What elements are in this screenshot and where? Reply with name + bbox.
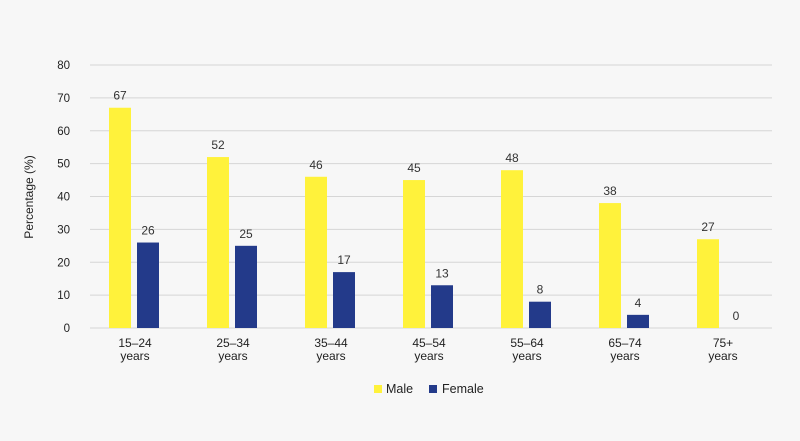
- legend: Male Female: [374, 382, 484, 396]
- bar-female: [333, 272, 355, 328]
- bar-female: [431, 285, 453, 328]
- x-tick-label-line: 35–44: [314, 336, 348, 350]
- y-tick-label: 10: [57, 290, 70, 302]
- legend-swatch-female: [429, 385, 437, 393]
- x-tick-label-line: 45–54: [412, 336, 446, 350]
- bar-male: [207, 157, 229, 328]
- bar-female: [137, 242, 159, 328]
- data-label-female: 4: [635, 296, 642, 310]
- data-label-male: 52: [211, 138, 225, 152]
- y-tick-label: 80: [57, 60, 70, 72]
- x-tick-label-line: 15–24: [118, 336, 152, 350]
- data-label-male: 67: [113, 89, 127, 103]
- bar-male: [599, 203, 621, 328]
- y-tick-label: 30: [57, 224, 70, 236]
- bar-male: [403, 180, 425, 328]
- bar-female: [627, 314, 649, 328]
- data-label-female: 26: [141, 224, 155, 238]
- y-tick-label: 40: [57, 192, 70, 204]
- legend-label-female: Female: [442, 382, 484, 396]
- y-tick-label: 70: [57, 93, 70, 105]
- bar-male: [109, 107, 131, 328]
- legend-swatch-male: [374, 385, 382, 393]
- x-tick-label-line: years: [610, 349, 639, 363]
- bar-female: [529, 301, 551, 328]
- data-label-female: 25: [239, 227, 253, 241]
- data-label-female: 17: [337, 253, 351, 267]
- x-tick-label-line: 55–64: [510, 336, 544, 350]
- x-tick-label: 25–34 years: [216, 336, 250, 363]
- data-label-female: 8: [537, 283, 544, 297]
- x-tick-label-line: years: [316, 349, 345, 363]
- x-tick-label: 15–24 years: [118, 336, 152, 363]
- x-tick-label: 55–64 years: [510, 336, 544, 363]
- x-tick-label-line: years: [512, 349, 541, 363]
- bar-male: [697, 239, 719, 328]
- x-tick-label-line: 25–34: [216, 336, 250, 350]
- data-labels: 67 26 52 25 46 17 45 13 48 8 38 4 27 0: [113, 89, 739, 323]
- bars: [109, 107, 719, 328]
- x-tick-label-line: years: [708, 349, 737, 363]
- data-label-male: 27: [701, 220, 715, 234]
- x-tick-label-line: 65–74: [608, 336, 642, 350]
- bar-male: [305, 176, 327, 328]
- x-tick-label: 75+ years: [708, 336, 737, 363]
- bar-male: [501, 170, 523, 328]
- x-tick-label: 45–54 years: [412, 336, 446, 363]
- data-label-male: 48: [505, 151, 519, 165]
- x-tick-label-line: years: [218, 349, 247, 363]
- gridlines: [90, 64, 772, 329]
- y-tick-label: 60: [57, 126, 70, 138]
- x-tick-label: 35–44 years: [314, 336, 348, 363]
- y-tick-label: 50: [57, 159, 70, 171]
- bar-female: [235, 245, 257, 328]
- legend-label-male: Male: [386, 382, 413, 396]
- y-tick-label: 0: [64, 323, 70, 335]
- y-tick-label: 20: [57, 257, 70, 269]
- data-label-male: 45: [407, 161, 421, 175]
- data-label-male: 38: [603, 184, 617, 198]
- y-axis-title: Percentage (%): [22, 155, 36, 238]
- data-label-male: 46: [309, 158, 323, 172]
- x-tick-label-line: 75+: [713, 336, 733, 350]
- data-label-female: 0: [733, 309, 740, 323]
- data-label-female: 13: [435, 266, 449, 280]
- x-tick-label-line: years: [120, 349, 149, 363]
- x-tick-label-line: years: [414, 349, 443, 363]
- x-tick-label: 65–74 years: [608, 336, 642, 363]
- y-axis-ticks: 0 10 20 30 40 50 60 70 80: [57, 60, 70, 335]
